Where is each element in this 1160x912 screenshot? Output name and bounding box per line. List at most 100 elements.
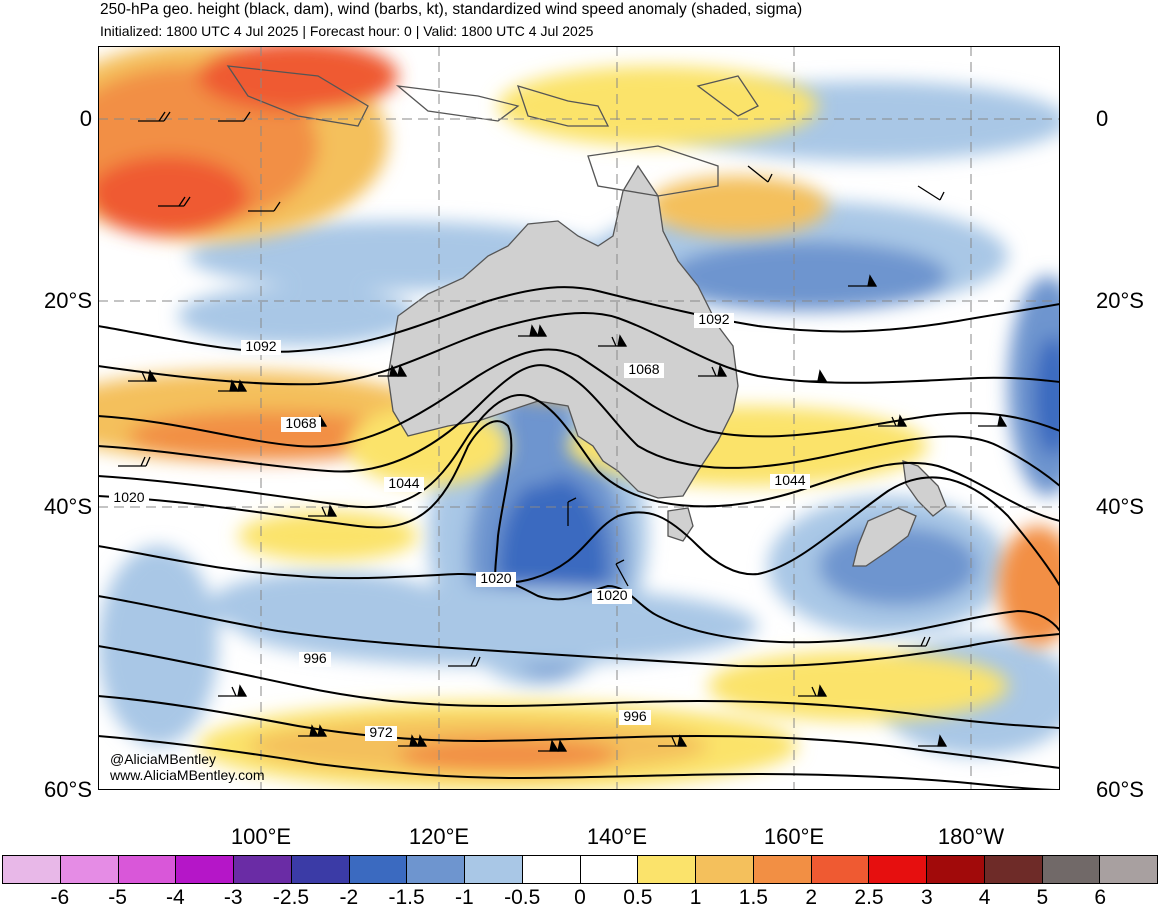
wind-barb — [248, 201, 281, 212]
wind-barb — [218, 379, 248, 392]
credit-handle: @AliciaMBentley — [110, 751, 217, 767]
colorbar-swatch — [2, 855, 60, 884]
wind-barb — [917, 185, 945, 201]
colorbar-label: -4 — [166, 886, 185, 909]
wind-barb — [298, 724, 328, 737]
contour-label: 996 — [303, 650, 327, 666]
wind-barb — [218, 111, 251, 122]
colorbar-label: -1.5 — [388, 886, 425, 909]
wind-barb — [448, 656, 481, 667]
colorbar-swatch — [175, 855, 233, 884]
colorbar-label: 5 — [1036, 886, 1049, 909]
colorbar-swatch — [1041, 855, 1100, 884]
wind-barb — [308, 504, 338, 517]
latitude-label-left: 60°S — [44, 777, 92, 802]
contour-label: 972 — [369, 724, 393, 740]
lat-lon-grid — [98, 46, 1060, 790]
wind-barb — [658, 734, 688, 747]
wind-barb — [978, 414, 1008, 427]
contour-label: 1092 — [245, 338, 276, 354]
contour-label: 1044 — [774, 472, 805, 488]
latitude-label-right: 20°S — [1096, 288, 1144, 313]
colorbar-swatch — [464, 855, 522, 884]
map-canvas: 1092 1092 1068 1068 1044 1044 1020 1020 … — [98, 46, 1060, 790]
colorbar-swatch — [117, 855, 176, 884]
wind-barb — [698, 364, 728, 377]
colorbar-swatch — [695, 855, 753, 884]
colorbar-swatch — [1099, 855, 1158, 884]
contour-label-group: 1092 1092 1068 1068 1044 1044 1020 1020 … — [109, 311, 810, 741]
wind-barb — [898, 636, 931, 647]
wind-barb — [538, 739, 568, 752]
colorbar-label: -6 — [50, 886, 70, 909]
colorbar-swatch — [521, 855, 580, 884]
credit-website: www.AliciaMBentley.com — [110, 767, 265, 783]
colorbar-label: 2 — [805, 886, 818, 909]
colorbar-swatch — [59, 855, 118, 884]
colorbar-swatch — [579, 855, 638, 884]
wind-barb — [848, 274, 878, 287]
contour-label: 1020 — [113, 489, 144, 505]
contour-label: 1092 — [698, 311, 729, 327]
chart-subtitle: Initialized: 1800 UTC 4 Jul 2025 | Forec… — [100, 23, 594, 39]
wind-barb — [218, 684, 248, 697]
latitude-label-right: 0 — [1096, 106, 1109, 131]
wind-barb — [518, 324, 548, 337]
contour-label: 1020 — [596, 587, 627, 603]
wind-barb — [798, 369, 828, 382]
latitude-label-left: 20°S — [44, 288, 92, 313]
colorbar — [2, 855, 1158, 884]
colorbar-label: -3 — [223, 886, 243, 909]
colorbar-label: -1 — [455, 886, 474, 909]
colorbar-swatch — [983, 855, 1042, 884]
colorbar-swatch — [290, 855, 349, 884]
wind-barb — [615, 559, 629, 587]
colorbar-swatch — [637, 855, 695, 884]
wind-barb — [378, 364, 408, 377]
wind-barb — [158, 196, 191, 207]
contour-label: 1044 — [388, 475, 419, 491]
colorbar-label: -2.5 — [272, 886, 310, 909]
latitude-label-right: 40°S — [1096, 494, 1144, 519]
chart-title: 250-hPa geo. height (black, dam), wind (… — [100, 1, 803, 18]
colorbar-swatch — [868, 855, 926, 884]
colorbar-label: 0.5 — [623, 886, 653, 909]
wind-barb — [878, 414, 908, 427]
colorbar-label: 0 — [574, 886, 586, 909]
wind-barb — [118, 456, 151, 467]
longitude-label: 140°E — [586, 824, 648, 849]
height-contours — [98, 286, 1060, 790]
wind-barb — [398, 734, 428, 747]
wind-barb — [138, 111, 171, 122]
colorbar-swatch — [752, 855, 811, 884]
wind-barb — [567, 497, 577, 526]
wind-barb — [918, 734, 948, 747]
colorbar-swatch — [810, 855, 869, 884]
colorbar-label: 2.5 — [854, 886, 884, 909]
longitude-label: 120°E — [408, 824, 470, 849]
contour-label: 1068 — [628, 361, 659, 377]
colorbar-label: -5 — [108, 886, 127, 909]
wind-barb — [747, 165, 773, 183]
colorbar-label: 4 — [978, 886, 991, 909]
colorbar-label: 1 — [689, 886, 702, 909]
map-frame — [98, 46, 1060, 790]
contour-label: 1068 — [285, 415, 316, 431]
colorbar-label: 1.5 — [738, 886, 768, 909]
wind-barbs — [118, 111, 1008, 752]
weather-map: 1092 1092 1068 1068 1044 1044 1020 1020 … — [98, 46, 1060, 790]
contour-label: 1020 — [480, 570, 511, 586]
latitude-label-right: 60°S — [1096, 777, 1144, 802]
longitude-label: 160°E — [763, 824, 825, 849]
colorbar-swatch — [233, 855, 291, 884]
colorbar-label: -0.5 — [504, 886, 541, 909]
colorbar-swatch — [348, 855, 407, 884]
colorbar-label: 3 — [920, 886, 933, 909]
colorbar-label: 6 — [1094, 886, 1107, 909]
longitude-label: 180°W — [937, 824, 1005, 849]
wind-barb — [128, 369, 158, 382]
land-masses — [226, 65, 947, 567]
wind-barb — [598, 334, 628, 347]
colorbar-label: -2 — [339, 886, 359, 909]
wind-barb — [798, 684, 828, 697]
